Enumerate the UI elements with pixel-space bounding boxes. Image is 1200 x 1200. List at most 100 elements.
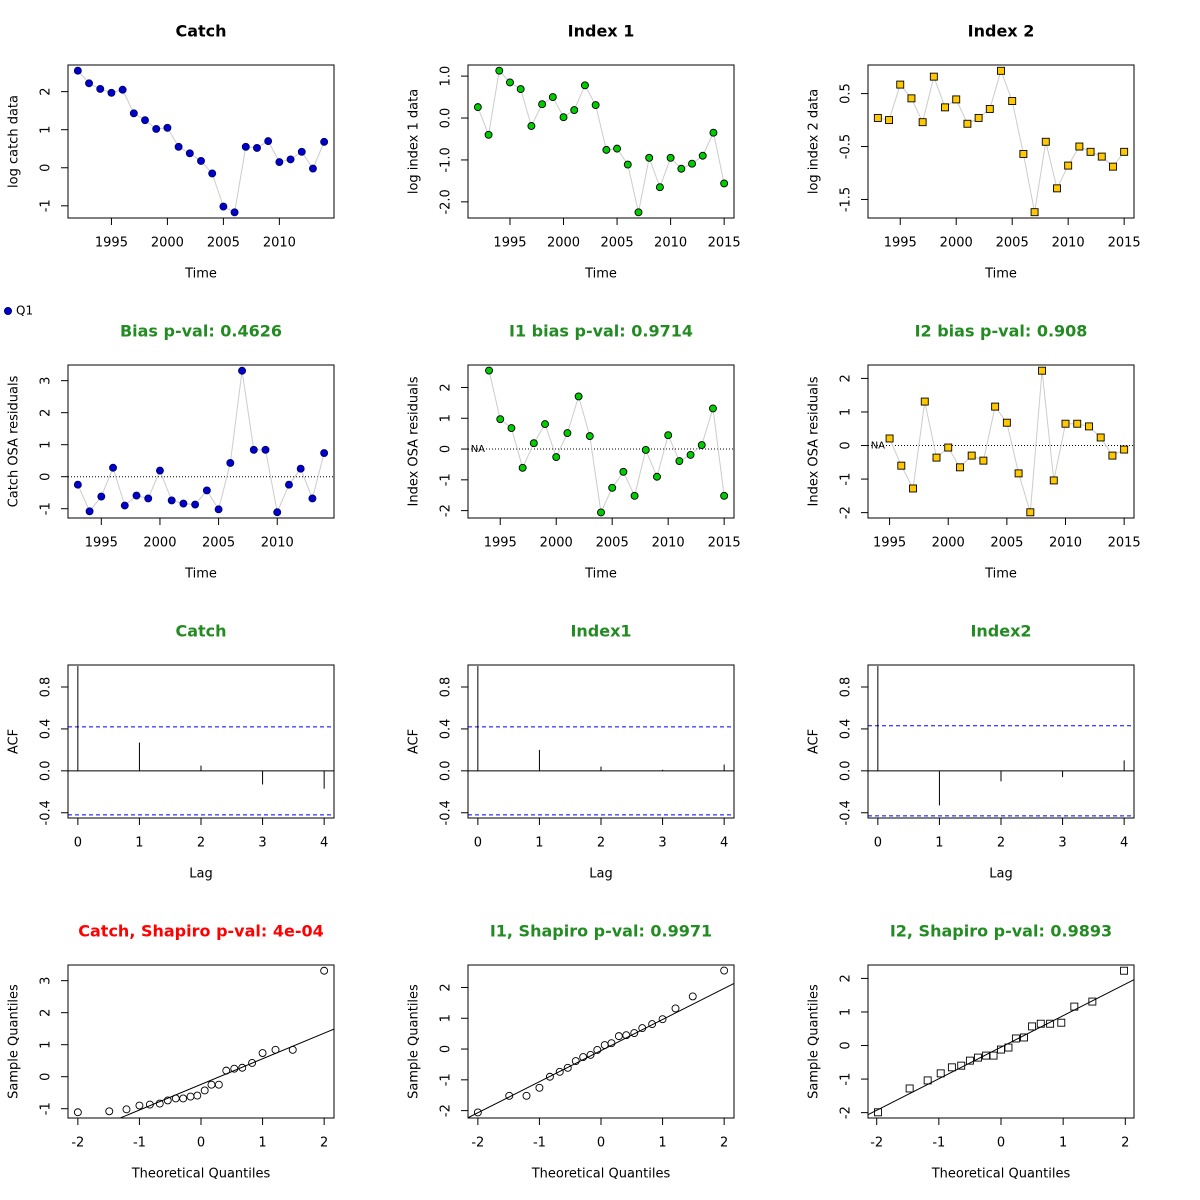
y-tick-label: -0.5 xyxy=(839,134,854,159)
point xyxy=(507,424,516,433)
point xyxy=(207,1080,216,1089)
point xyxy=(664,431,673,440)
x-tick-label: 1 xyxy=(535,836,543,851)
point xyxy=(698,151,707,160)
point xyxy=(219,202,228,211)
x-tick-label: 0 xyxy=(74,836,82,851)
x-tick-label: 4 xyxy=(1120,836,1128,851)
point xyxy=(671,1004,680,1013)
point xyxy=(1120,147,1129,156)
x-tick-label: 2 xyxy=(320,1136,328,1151)
x-tick-label: 3 xyxy=(658,836,666,851)
y-tick-label: -1 xyxy=(839,473,854,486)
point xyxy=(574,392,583,401)
point xyxy=(214,1080,223,1089)
x-tick-label: 2015 xyxy=(708,536,741,551)
point xyxy=(308,494,317,503)
point xyxy=(974,1053,982,1062)
x-tick-label: 2005 xyxy=(996,236,1029,251)
point xyxy=(688,159,696,168)
point xyxy=(936,1069,945,1078)
y-axis-label: Sample Quantiles xyxy=(407,984,422,1099)
y-tick-label: 0.0 xyxy=(439,108,454,129)
x-axis-label: Time xyxy=(984,567,1017,582)
point xyxy=(963,119,972,128)
point xyxy=(320,137,329,146)
x-axis-label: Time xyxy=(184,567,217,582)
point xyxy=(541,420,549,429)
y-tick-label: 0 xyxy=(439,445,454,453)
annotation: NA xyxy=(871,441,885,452)
x-tick-label: 1995 xyxy=(884,236,917,251)
y-tick-label: 1 xyxy=(39,441,54,449)
point xyxy=(697,441,706,449)
point xyxy=(73,480,82,489)
x-tick-label: 2005 xyxy=(207,236,240,251)
point xyxy=(1026,508,1035,517)
point xyxy=(645,153,654,162)
x-tick-label: 1 xyxy=(135,836,143,851)
x-tick-label: 2015 xyxy=(1108,236,1141,251)
y-axis-label: Sample Quantiles xyxy=(807,984,822,1099)
x-tick-label: 2000 xyxy=(932,536,965,551)
point xyxy=(109,463,117,472)
y-tick-label: 0 xyxy=(39,473,54,481)
point xyxy=(230,208,239,217)
y-axis-label: ACF xyxy=(807,729,822,754)
x-tick-label: 1 xyxy=(258,1136,266,1151)
x-tick-label: 2005 xyxy=(601,236,634,251)
y-axis-label: ACF xyxy=(7,729,22,754)
x-tick-label: 0 xyxy=(874,836,882,851)
point xyxy=(655,183,664,192)
point xyxy=(1064,161,1073,170)
x-tick-label: 2005 xyxy=(202,536,235,551)
series-line xyxy=(488,370,725,515)
y-tick-label: -1.0 xyxy=(439,147,454,172)
point xyxy=(208,169,217,178)
y-tick-label: 1.0 xyxy=(439,66,454,87)
point xyxy=(923,1076,932,1085)
x-tick-label: 2000 xyxy=(151,236,184,251)
point xyxy=(580,81,589,90)
point xyxy=(73,66,82,75)
point xyxy=(920,397,929,406)
point xyxy=(1002,418,1011,427)
y-axis-label: log catch data xyxy=(7,95,22,188)
point xyxy=(873,1108,882,1117)
x-tick-label: 2010 xyxy=(261,536,294,551)
point xyxy=(275,158,284,167)
x-tick-label: 2010 xyxy=(1049,536,1082,551)
point xyxy=(944,443,953,452)
point xyxy=(989,1051,998,1060)
y-axis-label: Index OSA residuals xyxy=(807,376,822,506)
point xyxy=(591,101,600,109)
x-tick-label: 1995 xyxy=(484,536,517,551)
point xyxy=(932,453,941,462)
point xyxy=(85,507,94,516)
x-axis-label: Theoretical Quantiles xyxy=(131,1167,271,1182)
panel-title: Catch xyxy=(175,22,226,41)
point xyxy=(202,486,211,495)
plot-frame xyxy=(467,664,735,819)
point xyxy=(273,508,282,517)
plot-frame xyxy=(67,964,335,1119)
point xyxy=(1108,451,1117,460)
point xyxy=(241,142,250,151)
point xyxy=(1036,1019,1045,1028)
point xyxy=(535,1083,544,1092)
point xyxy=(965,1056,974,1065)
point xyxy=(200,1086,209,1095)
point xyxy=(947,1063,956,1072)
point xyxy=(1020,1033,1028,1042)
qq-line xyxy=(868,979,1134,1116)
point xyxy=(296,464,305,473)
point xyxy=(579,1053,588,1061)
point xyxy=(630,1029,639,1037)
point xyxy=(156,466,164,475)
point xyxy=(709,404,717,413)
annotation: NA xyxy=(471,444,485,455)
point xyxy=(249,445,258,454)
point xyxy=(122,1105,131,1114)
x-tick-label: 1 xyxy=(1059,1136,1067,1151)
point xyxy=(1109,162,1117,171)
